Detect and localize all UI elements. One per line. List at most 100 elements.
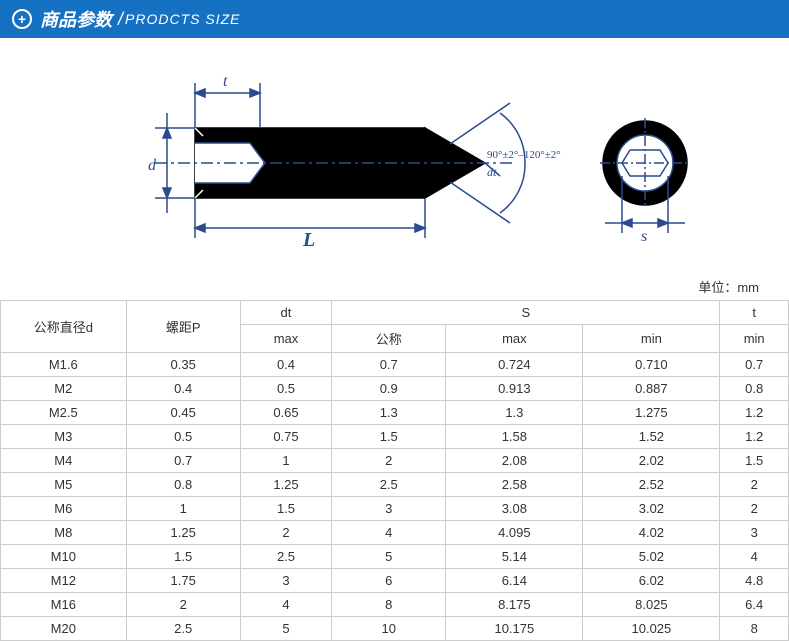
- cell-d: M2: [1, 377, 127, 401]
- cell-t_min: 8: [720, 617, 789, 641]
- cell-p: 1.25: [126, 521, 240, 545]
- cell-s_nom: 4: [332, 521, 446, 545]
- screw-diagram-svg: t d L 90°±2°–120°±2° dt: [55, 58, 735, 258]
- cell-s_min: 8.025: [583, 593, 720, 617]
- cell-s_nom: 6: [332, 569, 446, 593]
- cell-d: M1.6: [1, 353, 127, 377]
- th-t-min: min: [720, 325, 789, 353]
- header-slash: /: [118, 9, 123, 30]
- cell-t_min: 6.4: [720, 593, 789, 617]
- cell-p: 0.4: [126, 377, 240, 401]
- cell-dt_max: 4: [240, 593, 331, 617]
- cell-dt_max: 0.5: [240, 377, 331, 401]
- th-s-nom: 公称: [332, 325, 446, 353]
- cell-d: M10: [1, 545, 127, 569]
- cell-d: M8: [1, 521, 127, 545]
- cell-dt_max: 1.25: [240, 473, 331, 497]
- th-t: t: [720, 301, 789, 325]
- cell-s_max: 1.3: [446, 401, 583, 425]
- cell-s_min: 10.025: [583, 617, 720, 641]
- th-s-min: min: [583, 325, 720, 353]
- cell-p: 0.45: [126, 401, 240, 425]
- svg-text:s: s: [641, 228, 647, 245]
- cell-s_max: 4.095: [446, 521, 583, 545]
- cell-s_nom: 0.7: [332, 353, 446, 377]
- section-header: + 商品参数 / PRODCTS SIZE: [0, 0, 789, 38]
- cell-dt_max: 0.4: [240, 353, 331, 377]
- table-row: M81.25244.0954.023: [1, 521, 789, 545]
- cell-dt_max: 0.75: [240, 425, 331, 449]
- spec-table: 公称直径d 螺距P dt S t max 公称 max min min M1.6…: [0, 300, 789, 641]
- cell-dt_max: 5: [240, 617, 331, 641]
- cell-s_max: 6.14: [446, 569, 583, 593]
- cell-s_min: 2.52: [583, 473, 720, 497]
- cell-s_nom: 2.5: [332, 473, 446, 497]
- table-row: M2.50.450.651.31.31.2751.2: [1, 401, 789, 425]
- svg-text:t: t: [223, 73, 228, 90]
- th-dt-max: max: [240, 325, 331, 353]
- cell-d: M3: [1, 425, 127, 449]
- cell-s_min: 1.52: [583, 425, 720, 449]
- cell-d: M12: [1, 569, 127, 593]
- cell-s_nom: 1.3: [332, 401, 446, 425]
- cell-s_max: 0.724: [446, 353, 583, 377]
- unit-label: 单位：mm: [0, 273, 789, 300]
- cell-s_min: 2.02: [583, 449, 720, 473]
- cell-t_min: 0.8: [720, 377, 789, 401]
- cell-s_max: 8.175: [446, 593, 583, 617]
- svg-text:90°±2°–120°±2°: 90°±2°–120°±2°: [487, 149, 561, 161]
- cell-s_max: 10.175: [446, 617, 583, 641]
- cell-s_min: 4.02: [583, 521, 720, 545]
- cell-d: M5: [1, 473, 127, 497]
- table-row: M50.81.252.52.582.522: [1, 473, 789, 497]
- cell-s_max: 0.913: [446, 377, 583, 401]
- cell-s_max: 1.58: [446, 425, 583, 449]
- cell-t_min: 4: [720, 545, 789, 569]
- cell-t_min: 1.5: [720, 449, 789, 473]
- cell-s_min: 3.02: [583, 497, 720, 521]
- cell-s_nom: 8: [332, 593, 446, 617]
- cell-s_nom: 5: [332, 545, 446, 569]
- table-row: M162488.1758.0256.4: [1, 593, 789, 617]
- cell-d: M2.5: [1, 401, 127, 425]
- technical-diagram: t d L 90°±2°–120°±2° dt: [0, 38, 789, 273]
- table-row: M20.40.50.90.9130.8870.8: [1, 377, 789, 401]
- svg-text:d: d: [148, 157, 157, 174]
- cell-dt_max: 1.5: [240, 497, 331, 521]
- table-row: M101.52.555.145.024: [1, 545, 789, 569]
- cell-p: 0.7: [126, 449, 240, 473]
- cell-d: M6: [1, 497, 127, 521]
- cell-p: 1.5: [126, 545, 240, 569]
- header-title-en: PRODCTS SIZE: [125, 11, 240, 27]
- svg-text:dt: dt: [487, 165, 497, 179]
- cell-s_nom: 1.5: [332, 425, 446, 449]
- plus-icon: +: [12, 9, 32, 29]
- header-title-cn: 商品参数: [40, 6, 112, 32]
- cell-p: 0.8: [126, 473, 240, 497]
- table-row: M1.60.350.40.70.7240.7100.7: [1, 353, 789, 377]
- cell-dt_max: 1: [240, 449, 331, 473]
- th-dt: dt: [240, 301, 331, 325]
- cell-p: 0.5: [126, 425, 240, 449]
- th-diameter: 公称直径d: [1, 301, 127, 353]
- th-s-max: max: [446, 325, 583, 353]
- table-row: M202.551010.17510.0258: [1, 617, 789, 641]
- cell-s_nom: 0.9: [332, 377, 446, 401]
- th-s-group: S: [332, 301, 720, 325]
- cell-d: M4: [1, 449, 127, 473]
- cell-dt_max: 2.5: [240, 545, 331, 569]
- cell-dt_max: 2: [240, 521, 331, 545]
- cell-d: M16: [1, 593, 127, 617]
- cell-p: 0.35: [126, 353, 240, 377]
- cell-p: 1.75: [126, 569, 240, 593]
- table-row: M30.50.751.51.581.521.2: [1, 425, 789, 449]
- cell-dt_max: 0.65: [240, 401, 331, 425]
- table-row: M611.533.083.022: [1, 497, 789, 521]
- cell-s_max: 5.14: [446, 545, 583, 569]
- cell-t_min: 3: [720, 521, 789, 545]
- cell-s_max: 2.08: [446, 449, 583, 473]
- spec-table-head: 公称直径d 螺距P dt S t max 公称 max min min: [1, 301, 789, 353]
- cell-s_max: 3.08: [446, 497, 583, 521]
- cell-t_min: 2: [720, 497, 789, 521]
- cell-s_min: 1.275: [583, 401, 720, 425]
